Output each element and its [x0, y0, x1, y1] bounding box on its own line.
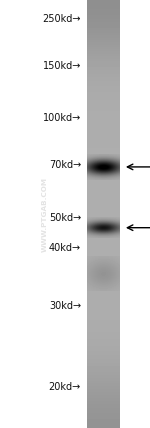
Text: 250kd→: 250kd→	[42, 14, 81, 24]
Text: 150kd→: 150kd→	[43, 61, 81, 71]
Text: WWW.PTGAB.COM: WWW.PTGAB.COM	[42, 176, 48, 252]
Text: 50kd→: 50kd→	[49, 213, 81, 223]
Text: 30kd→: 30kd→	[49, 301, 81, 311]
Text: 20kd→: 20kd→	[49, 382, 81, 392]
Text: 100kd→: 100kd→	[43, 113, 81, 123]
Text: 70kd→: 70kd→	[49, 160, 81, 170]
Text: 40kd→: 40kd→	[49, 243, 81, 253]
